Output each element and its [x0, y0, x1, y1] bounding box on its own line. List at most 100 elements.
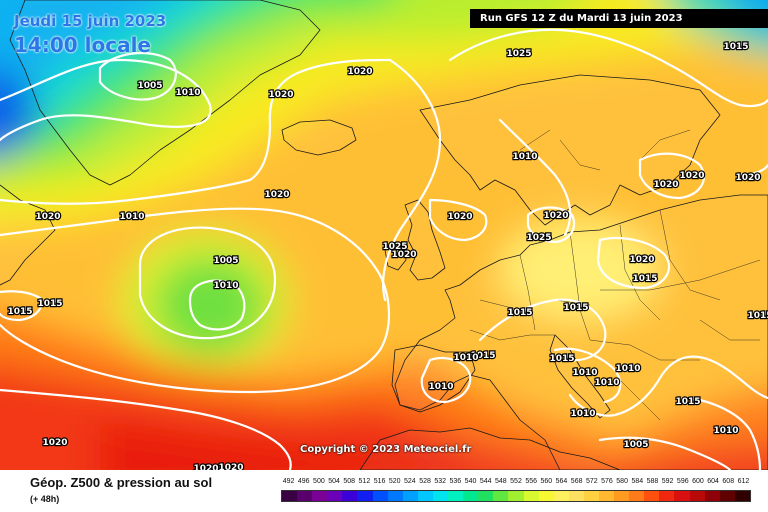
isobar-line	[0, 388, 292, 470]
isobar-label: 1025	[506, 49, 531, 59]
isobar-label: 1010	[453, 353, 478, 363]
isobars	[0, 28, 768, 470]
isobar-label: 1020	[218, 463, 243, 470]
color-scale-value: 492	[282, 478, 295, 485]
isobar-line	[568, 355, 768, 417]
color-scale-value: 504	[328, 478, 340, 485]
color-scale-value: 528	[419, 478, 431, 485]
color-scale-value: 508	[343, 478, 356, 485]
color-scale-value: 536	[449, 478, 462, 485]
color-scale-value: 580	[616, 478, 628, 485]
color-scale-swatch	[417, 491, 433, 501]
iceland-coast	[281, 119, 357, 156]
britain-coast	[404, 199, 446, 281]
color-scale-swatch	[402, 491, 418, 501]
color-scale-swatch	[538, 491, 554, 501]
geopotential-field	[0, 0, 768, 470]
isobar-label: 1020	[268, 90, 293, 100]
color-scale-value: 516	[373, 478, 386, 485]
isobar-line	[738, 163, 768, 177]
country-borders	[469, 129, 761, 421]
color-scale-swatch	[508, 491, 524, 501]
isobar-label: 1015	[563, 303, 588, 313]
color-scale-value: 556	[525, 478, 537, 485]
isobar-label: 1010	[119, 212, 144, 222]
isobar-line	[448, 28, 768, 108]
color-scale-swatch	[478, 491, 494, 501]
isobar-label: 1005	[213, 256, 238, 266]
color-scale-value: 572	[585, 478, 598, 485]
isobar-label: 1015	[7, 307, 32, 317]
isobar-label: 1025	[382, 242, 407, 252]
isobar-label: 1005	[137, 81, 162, 91]
color-scale-value: 600	[692, 478, 704, 485]
color-scale-value: 532	[434, 478, 447, 485]
isobar-line	[498, 118, 572, 237]
isobar-line	[0, 58, 212, 142]
copyright-notice: Copyright © 2023 Meteociel.fr	[300, 444, 472, 455]
isobar-label: 1015	[470, 351, 495, 361]
color-scale-swatch	[614, 491, 630, 501]
isobar-line	[698, 398, 762, 470]
isobar-label: 1020	[447, 212, 472, 222]
color-scale-swatch	[659, 491, 675, 501]
isobar-label: 1020	[679, 171, 704, 181]
isobar-line	[188, 279, 246, 331]
color-scale-value: 560	[540, 478, 553, 485]
isobar-label: 1015	[632, 274, 657, 284]
isobar-line	[382, 58, 442, 302]
isobar-label: 1020	[735, 173, 760, 183]
europe-coast	[394, 194, 768, 470]
isobar-line	[0, 290, 43, 322]
color-scale-value: 544	[479, 478, 492, 485]
color-scale-value: 496	[297, 478, 310, 485]
isobar-label: 1010	[175, 88, 200, 98]
color-scale-swatch	[327, 491, 343, 501]
color-scale-swatch	[297, 491, 313, 501]
color-scale-value: 520	[388, 478, 401, 485]
color-scale-labels: 492 496 500 504 508 512 516 520 524 528 532 536 540 5…	[281, 478, 751, 488]
iberia-coast	[391, 344, 476, 413]
forecast-date: Jeudi 15 juin 2023	[14, 12, 167, 30]
color-scale-swatch	[432, 491, 449, 501]
isobar-label: 1020	[264, 190, 289, 200]
isobar-label: 1020	[629, 255, 654, 265]
color-scale-swatch	[719, 491, 735, 501]
color-scale-swatch	[387, 491, 403, 501]
isobar-label: 1010	[428, 382, 453, 392]
isobar-label: 1015	[747, 311, 768, 321]
isobar-label: 1015	[37, 299, 62, 309]
color-scale-swatch	[629, 491, 645, 501]
color-scale-swatch	[357, 491, 373, 501]
isobar-line	[420, 357, 472, 404]
color-scale-value: 612	[737, 478, 750, 485]
color-scale-swatch	[523, 491, 539, 501]
isobar-line	[638, 152, 705, 200]
isobar-label: 1005	[623, 440, 648, 450]
isobar-label: 1015	[675, 397, 700, 407]
isobar-line	[596, 237, 670, 290]
color-scale-value: 588	[646, 478, 659, 485]
isobar-label: 1010	[572, 368, 597, 378]
color-scale-swatch	[689, 491, 705, 501]
color-scale-value: 584	[631, 478, 644, 485]
legend-title: Géop. Z500 & pression au sol	[30, 475, 213, 490]
color-scale-swatch	[598, 491, 615, 501]
isobar-line	[0, 207, 391, 394]
isobar-label: 1020	[391, 250, 416, 260]
isobar-line	[98, 52, 177, 101]
italy-coast	[549, 334, 611, 419]
isobar-label: 1015	[549, 354, 574, 364]
isobar-label: 1010	[615, 364, 640, 374]
color-scale-value: 524	[404, 478, 416, 485]
legend-subtitle: (+ 48h)	[30, 494, 60, 504]
isobar-label: 1025	[526, 233, 551, 243]
isobar-label: 1015	[723, 42, 748, 52]
color-scale-value: 548	[494, 478, 507, 485]
color-scale-value: 596	[676, 478, 689, 485]
isobar-label: 1015	[507, 308, 532, 318]
isobar-label: 1020	[35, 212, 60, 222]
color-scale-value: 568	[570, 478, 583, 485]
